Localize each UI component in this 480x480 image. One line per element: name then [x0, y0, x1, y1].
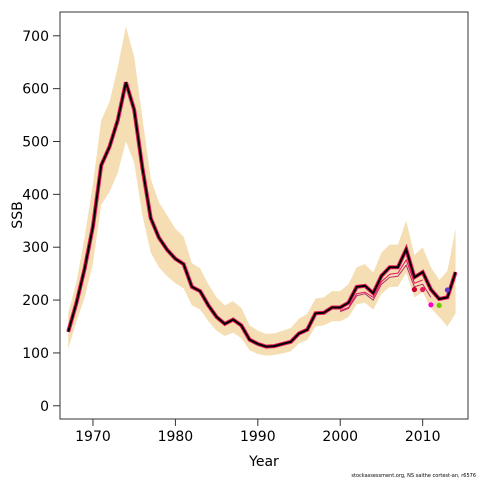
ssb-line	[67, 82, 457, 348]
y-axis: 0 100 200 300 400 500 600 700	[22, 29, 60, 415]
x-axis-label: Year	[248, 454, 279, 470]
retro-point	[411, 286, 418, 293]
footnote: stockassessment.org, NS saithe cortest-a…	[351, 473, 476, 479]
y-tick-label: 500	[22, 135, 49, 151]
y-tick-label: 100	[22, 346, 49, 362]
retro-point	[428, 302, 434, 308]
y-tick-label: 0	[40, 399, 49, 415]
x-axis: 1970 1980 1990 2000 2010	[75, 418, 441, 445]
y-tick-label: 300	[22, 240, 49, 256]
y-axis-label: SSB	[10, 201, 26, 228]
retro-point	[444, 287, 450, 293]
retro-point	[436, 302, 442, 308]
retro-point	[420, 286, 426, 293]
retro-series-line	[340, 264, 432, 313]
x-tick-label: 1990	[240, 429, 276, 445]
ssb-line-layer	[67, 82, 457, 348]
x-tick-label: 1980	[158, 429, 194, 445]
y-tick-label: 600	[22, 82, 49, 98]
x-tick-label: 1970	[75, 429, 111, 445]
confidence-band	[68, 26, 456, 356]
x-tick-label: 2000	[322, 429, 358, 445]
y-tick-label: 200	[22, 293, 49, 309]
y-tick-label: 700	[22, 29, 49, 45]
x-tick-label: 2010	[405, 429, 441, 445]
y-tick-label: 400	[22, 187, 49, 203]
retro-series-line	[340, 258, 423, 312]
confidence-band-layer	[68, 26, 456, 356]
retro-points-layer	[411, 286, 450, 308]
